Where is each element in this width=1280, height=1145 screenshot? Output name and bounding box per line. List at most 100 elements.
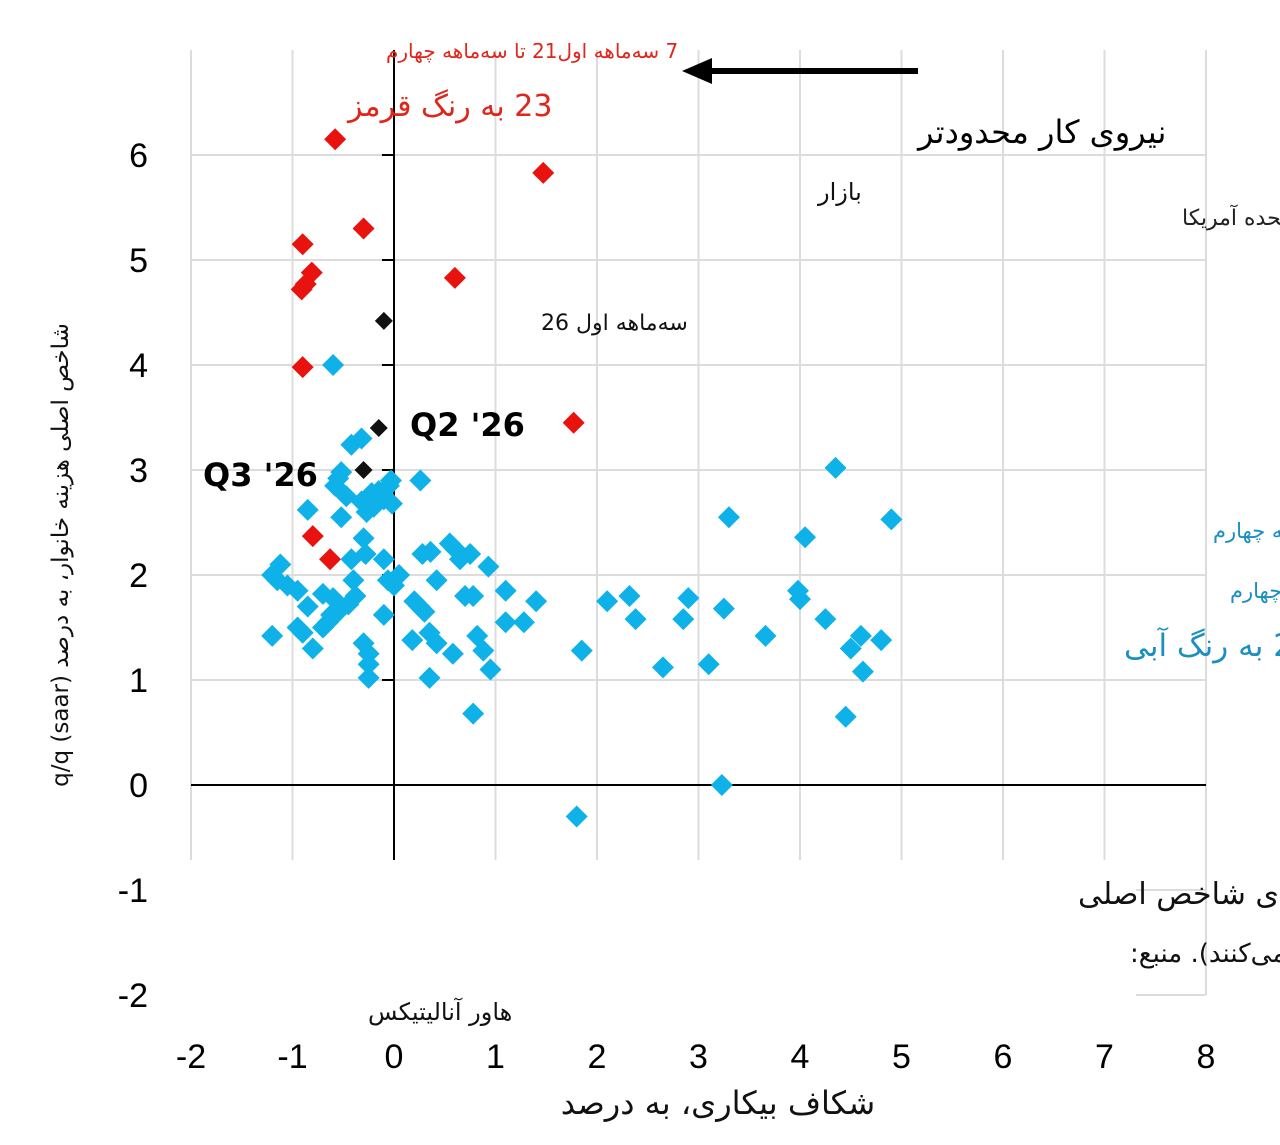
note-line3: هاور آنالیتیکس	[368, 997, 512, 1026]
y-tick-label: -2	[118, 977, 148, 1015]
x-tick-label: 6	[994, 1038, 1013, 1076]
data-point-blue	[330, 506, 353, 529]
data-point-blue	[651, 656, 674, 679]
blue-legend-line2: 21 و سه‌ماهه اول 24 تا سه‌ماهه چهارم	[1230, 579, 1280, 603]
left-arrow-icon	[682, 58, 918, 84]
data-point-blue	[340, 548, 363, 571]
data-point-blue	[409, 469, 432, 492]
q3-26-label: Q3 '26	[203, 456, 318, 494]
data-point-blue	[870, 629, 893, 652]
data-point-black	[369, 419, 388, 437]
data-point-red	[562, 411, 585, 434]
data-point-blue	[462, 585, 485, 607]
x-tick-label: 8	[1197, 1038, 1216, 1076]
note-background	[176, 860, 1136, 1038]
data-point-red	[352, 217, 375, 240]
data-point-blue	[311, 616, 334, 639]
data-point-blue	[372, 603, 395, 626]
country-label: ایالات متحده آمریکا	[1182, 204, 1280, 231]
x-tick-labels: -2 -1 0 1 2 3 4 5 6 7 8	[176, 1038, 1216, 1076]
data-point-blue	[357, 653, 380, 676]
data-point-blue	[425, 569, 448, 592]
data-point-blue	[596, 590, 619, 613]
x-tick-label: 4	[791, 1038, 810, 1076]
data-point-blue	[418, 666, 441, 689]
data-point-blue	[624, 608, 647, 631]
y-tick-label: 2	[129, 557, 148, 595]
data-point-blue	[789, 588, 811, 611]
data-point-blue	[839, 637, 862, 660]
data-point-blue	[322, 354, 345, 376]
data-point-blue	[525, 590, 548, 613]
data-point-blue	[459, 543, 482, 565]
data-point-blue	[824, 456, 847, 479]
x-tick-label: 2	[588, 1038, 607, 1076]
data-point-blue	[379, 469, 402, 492]
data-point-blue	[419, 540, 442, 563]
data-point-blue	[712, 597, 735, 620]
data-point-red	[291, 356, 314, 379]
data-points	[261, 128, 903, 828]
data-point-blue	[677, 587, 700, 610]
data-point-black	[374, 311, 393, 330]
data-point-blue	[286, 616, 309, 639]
q2-26-label: Q2 '26	[410, 406, 525, 444]
data-point-blue	[672, 608, 695, 631]
data-point-blue	[344, 585, 367, 607]
x-tick-label: 5	[892, 1038, 911, 1076]
data-point-red	[319, 548, 342, 571]
data-point-blue	[357, 666, 380, 689]
y-tick-label: 6	[129, 137, 148, 175]
x-tick-label: 3	[689, 1038, 708, 1076]
x-axis-title: شکاف بیکاری، به درصد	[561, 1084, 875, 1122]
data-point-blue	[441, 642, 464, 665]
data-point-blue	[413, 600, 436, 623]
data-point-blue	[477, 555, 500, 578]
data-point-blue	[565, 805, 588, 828]
y-tick-label: 3	[129, 452, 148, 490]
red-legend-line2: 23 به رنگ قرمز	[346, 89, 552, 124]
data-point-red	[443, 266, 466, 289]
data-point-blue	[261, 624, 284, 647]
data-point-blue	[794, 526, 817, 549]
data-point-red	[301, 525, 324, 548]
data-point-blue	[717, 506, 740, 529]
data-point-blue	[462, 702, 485, 725]
x-tick-label: -1	[277, 1038, 307, 1076]
data-point-blue	[710, 774, 733, 796]
data-point-blue	[570, 639, 593, 662]
data-point-red	[532, 161, 555, 184]
data-point-blue	[388, 564, 411, 586]
data-point-red	[291, 233, 314, 256]
data-point-blue	[296, 595, 319, 618]
data-point-blue	[286, 579, 309, 602]
arrow-label-line1: نیروی کار محدودتر	[916, 113, 1166, 151]
data-point-blue	[512, 611, 535, 634]
data-point-blue	[301, 637, 324, 660]
data-point-blue	[479, 658, 502, 681]
note-line1: ایالات متحده: منحنی فیلیپس از سال 2000 ب…	[1078, 877, 1280, 912]
y-tick-label: 4	[129, 347, 148, 385]
red-legend-line1: 7 سه‌ماهه اول21 تا سه‌ماهه چهارم	[386, 39, 678, 63]
y-tick-label: 0	[129, 767, 148, 805]
data-point-blue	[697, 653, 720, 676]
data-point-blue	[350, 427, 373, 450]
y-tick-label: 1	[129, 662, 148, 700]
blue-legend-line3: 25 به رنگ آبی	[1124, 626, 1280, 664]
data-point-black	[354, 461, 373, 479]
data-point-blue	[880, 508, 903, 531]
data-point-blue	[834, 705, 857, 728]
data-point-blue	[494, 611, 517, 634]
y-tick-label: 5	[129, 242, 148, 280]
arrow-label-line2: بازار	[817, 178, 862, 206]
data-point-blue	[494, 579, 517, 602]
data-point-red	[290, 278, 313, 301]
data-point-blue	[401, 629, 424, 652]
data-point-blue	[849, 624, 872, 647]
data-point-red	[324, 128, 347, 151]
x-tick-label: 7	[1095, 1038, 1114, 1076]
data-point-blue	[754, 624, 777, 647]
data-point-blue	[380, 492, 403, 515]
blue-legend-line1: سه‌ماهه اول 2000 تا سه‌ماهه چهارم	[1213, 519, 1280, 543]
